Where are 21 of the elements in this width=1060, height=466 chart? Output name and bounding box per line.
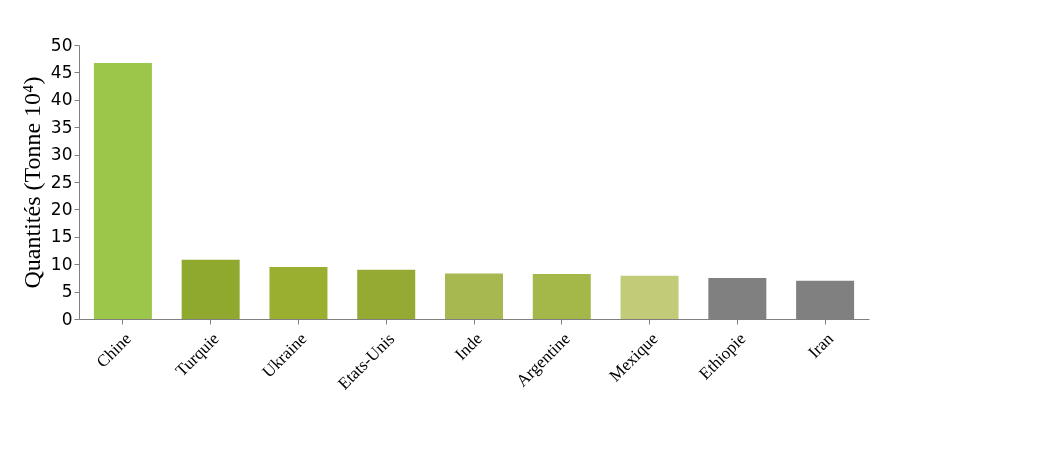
y-tick-label: 10	[50, 253, 73, 274]
bar	[532, 274, 591, 319]
bar	[357, 269, 416, 319]
x-tick-label: Inde	[451, 329, 487, 364]
y-tick-label: 15	[50, 226, 73, 247]
x-tick-label: Iran	[804, 328, 838, 362]
y-tick-label: 0	[61, 308, 73, 329]
y-tick-label: 40	[50, 89, 73, 110]
y-tick-label: 50	[50, 34, 73, 55]
bar	[620, 275, 679, 319]
y-tick-label: 35	[50, 116, 73, 137]
bar	[181, 259, 240, 319]
y-tick-label: 25	[50, 171, 73, 192]
y-tick-label: 20	[50, 198, 73, 219]
y-tick-label: 5	[61, 281, 73, 302]
bar	[269, 266, 328, 319]
y-tick-label: 45	[50, 61, 73, 82]
y-axis-title: Quantités (Tonne 10⁴)	[18, 76, 45, 289]
y-tick-label: 30	[50, 144, 73, 165]
bar	[445, 273, 503, 319]
bar	[93, 63, 152, 319]
